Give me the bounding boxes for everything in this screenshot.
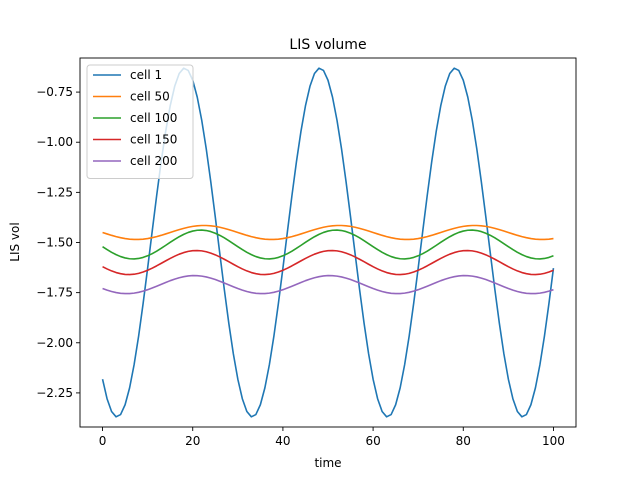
x-tick-label: 100 — [542, 434, 565, 448]
legend-label: cell 50 — [130, 90, 170, 104]
plot-area: 0 20 40 60 80 100 −2.25 −2.00 −1.75 −1.50 −1.25 −1.… — [36, 57, 577, 448]
y-tick-label: −2.25 — [36, 386, 73, 400]
legend-box — [86, 64, 194, 179]
legend-label: cell 100 — [130, 111, 177, 125]
series-line-5 — [102, 274, 554, 295]
y-tick-label: −1.00 — [36, 135, 73, 149]
chart-title: LIS volume — [289, 37, 366, 53]
series-line-3 — [102, 229, 554, 260]
series-line-4 — [102, 249, 554, 276]
y-tick-label: −1.50 — [36, 236, 73, 250]
legend-label: cell 1 — [130, 68, 162, 82]
x-tick-label: 80 — [456, 434, 471, 448]
x-tick-label: 20 — [185, 434, 200, 448]
y-axis-label: LIS vol — [8, 222, 22, 261]
x-tick-label: 60 — [365, 434, 380, 448]
y-tick-label: −1.75 — [36, 286, 73, 300]
legend-label: cell 150 — [130, 133, 177, 147]
x-axis-label: time — [314, 456, 341, 470]
y-tick-label: −1.25 — [36, 185, 73, 199]
x-tick-label: 40 — [275, 434, 290, 448]
x-tick-label: 0 — [99, 434, 107, 448]
y-tick-label: −0.75 — [36, 85, 73, 99]
y-tick-label: −2.00 — [36, 336, 73, 350]
series-line-2 — [102, 224, 554, 241]
legend-label: cell 200 — [130, 154, 177, 168]
